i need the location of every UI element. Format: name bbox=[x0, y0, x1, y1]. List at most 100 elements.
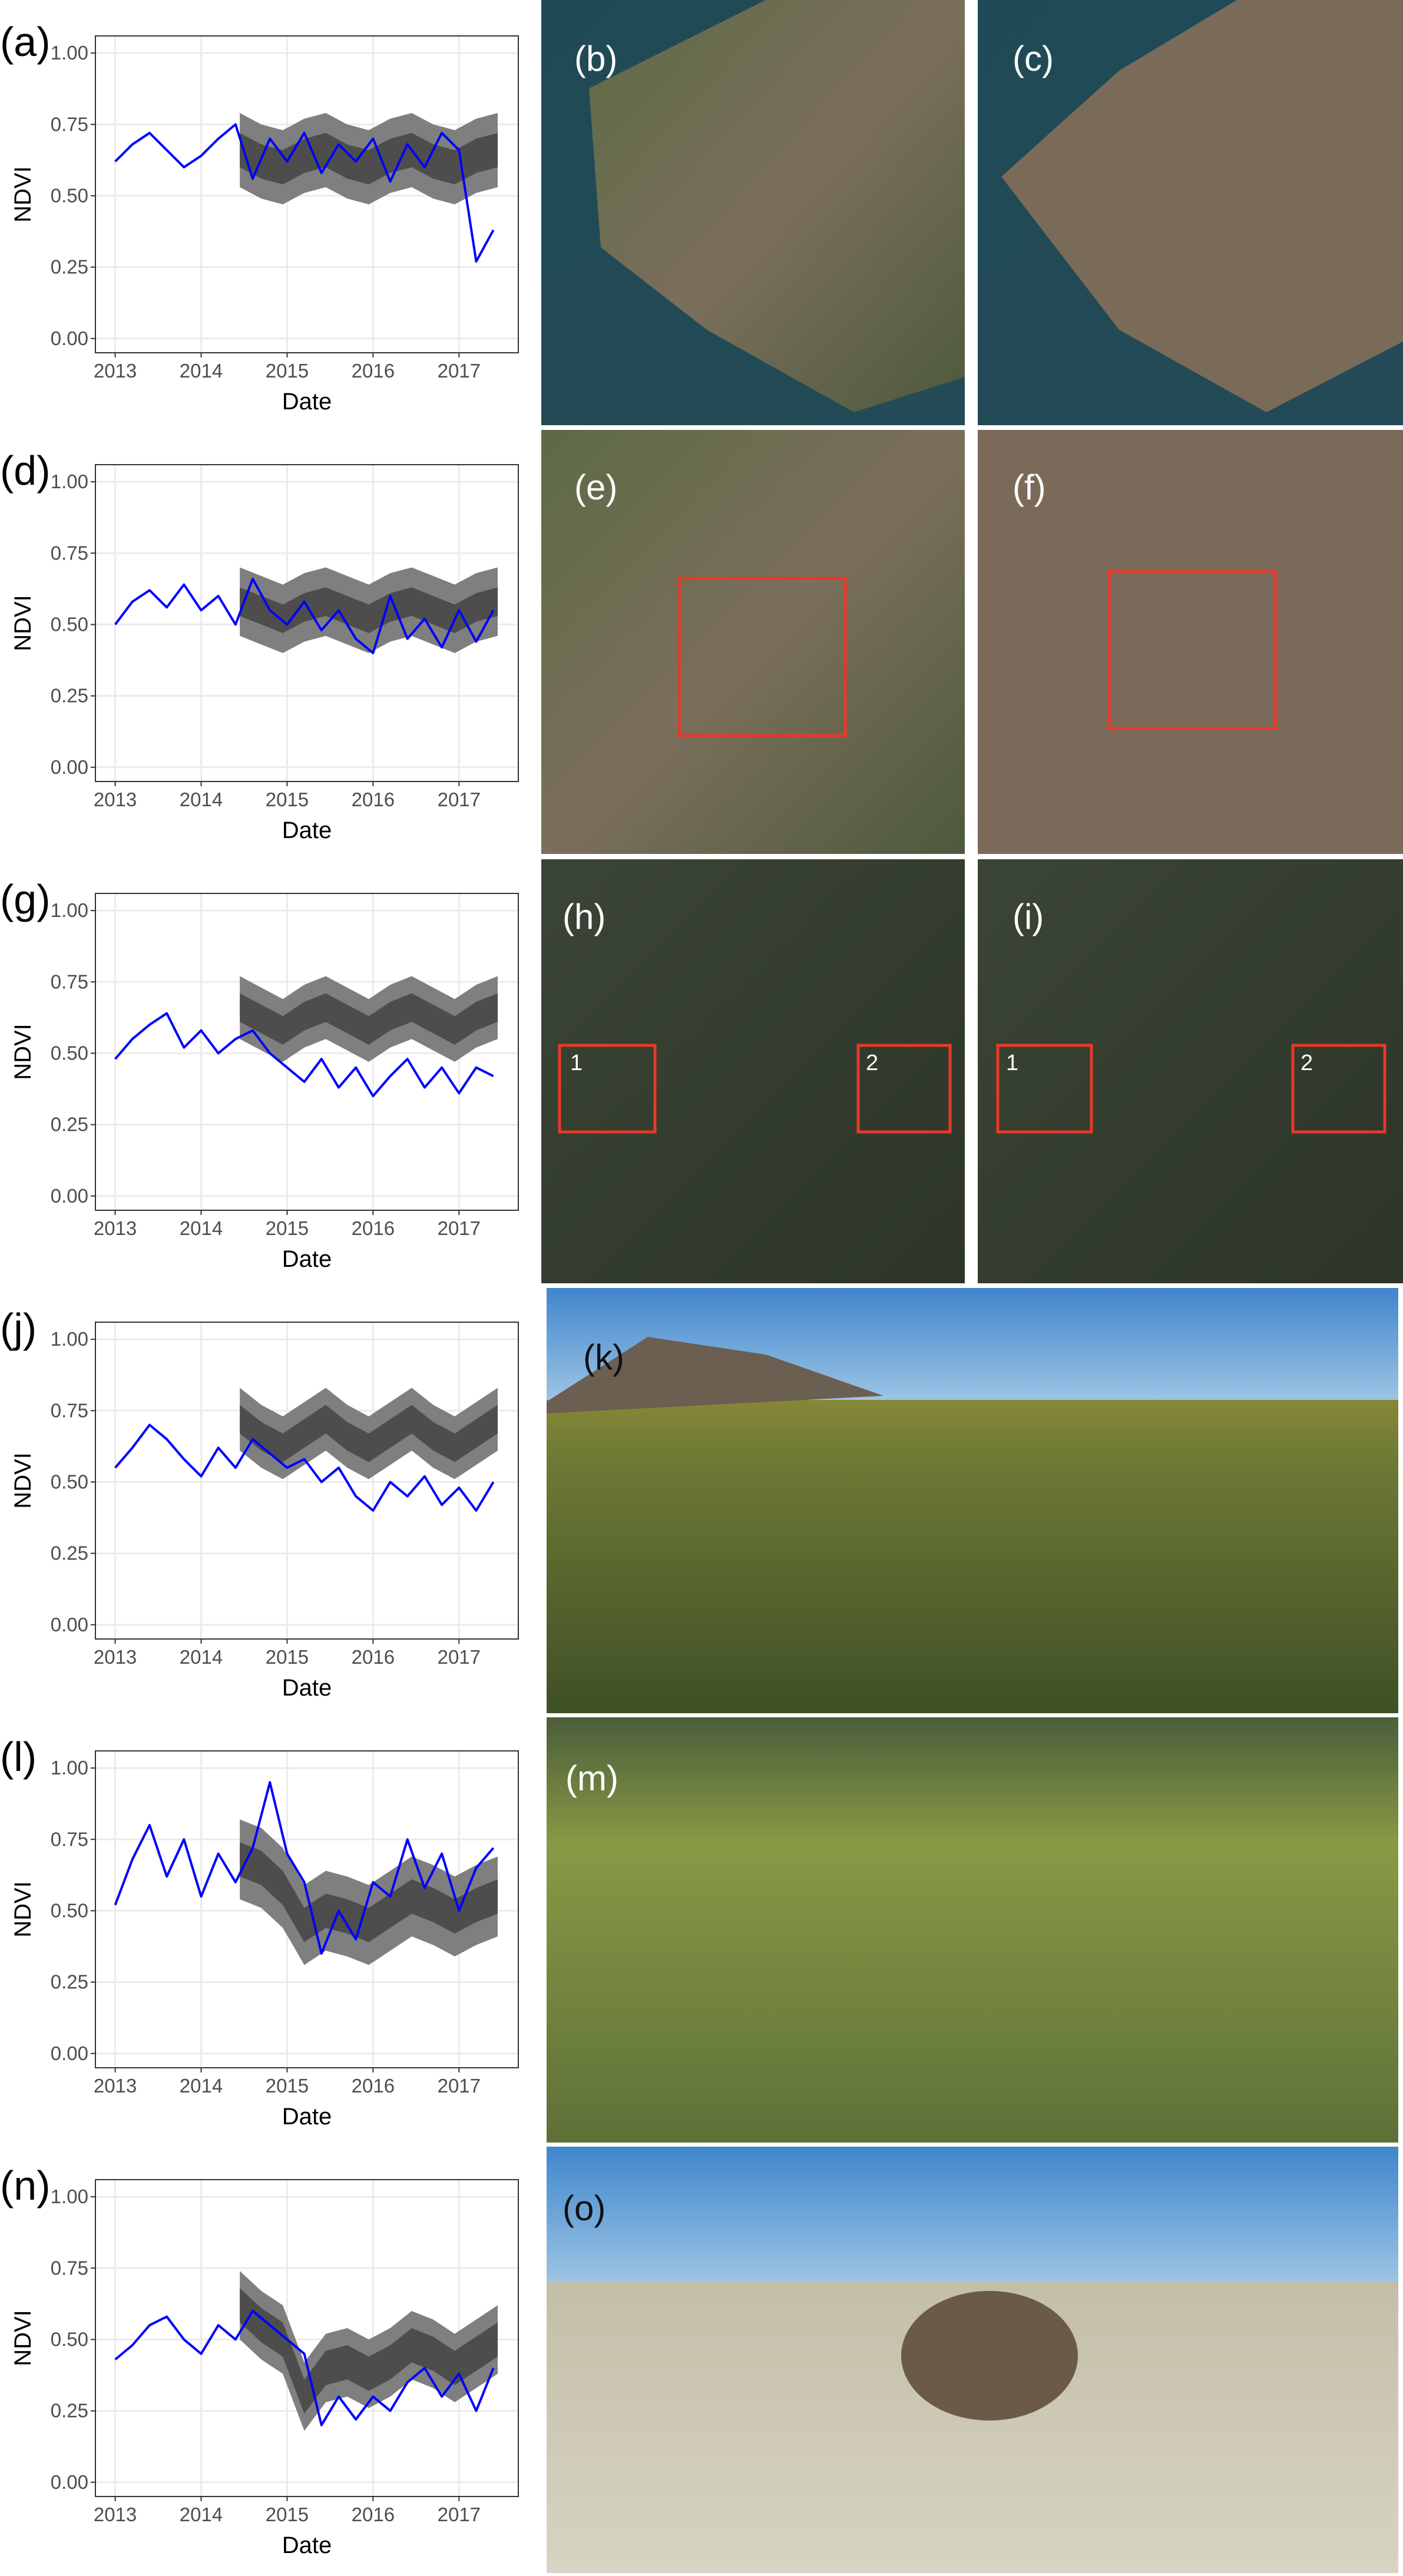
image-label: (f) bbox=[1012, 468, 1046, 507]
image-labels: (b) (c) (e) (f) (h) 1 2 (i) 1 2 (k) (m) … bbox=[562, 39, 1313, 2228]
image-label: (o) bbox=[562, 2188, 605, 2228]
image-label: (b) bbox=[574, 39, 617, 78]
x-tick-label: 2016 bbox=[352, 789, 395, 810]
x-tick-label: 2017 bbox=[438, 2075, 481, 2097]
x-axis-title: Date bbox=[282, 817, 332, 843]
y-tick-label: 0.00 bbox=[51, 2042, 88, 2064]
y-axis-title: NDVI bbox=[10, 1881, 36, 1938]
x-tick-label: 2016 bbox=[352, 2504, 395, 2525]
chart: 0.00 0.25 0.50 0.75 1.00 2013 2014 2015 2016 2017… bbox=[0, 1305, 519, 1701]
x-tick-label: 2014 bbox=[180, 1646, 223, 1668]
y-tick-label: 0.50 bbox=[51, 184, 88, 206]
image-label: (m) bbox=[565, 1759, 618, 1798]
y-tick-label: 1.00 bbox=[51, 1328, 88, 1350]
panel-label: (j) bbox=[0, 1305, 37, 1351]
ndvi-line bbox=[114, 1423, 495, 1512]
y-tick-label: 1.00 bbox=[51, 2186, 88, 2207]
x-tick-label: 2016 bbox=[352, 360, 395, 382]
y-tick-label: 0.25 bbox=[51, 1114, 88, 1135]
x-tick-label: 2017 bbox=[438, 1217, 481, 1239]
images bbox=[541, 0, 1403, 2573]
x-tick-label: 2013 bbox=[94, 1646, 137, 1668]
y-tick-label: 0.00 bbox=[51, 327, 88, 349]
x-axis-title: Date bbox=[282, 1246, 332, 1272]
box-label: 1 bbox=[570, 1051, 583, 1075]
y-tick-label: 0.25 bbox=[51, 256, 88, 278]
y-tick-label: 0.00 bbox=[51, 1614, 88, 1635]
plot-border bbox=[95, 1322, 519, 1640]
image-f bbox=[978, 430, 1403, 854]
y-tick-label: 0.25 bbox=[51, 1542, 88, 1564]
box-label: 1 bbox=[1006, 1051, 1018, 1075]
x-tick-label: 2015 bbox=[266, 2504, 309, 2525]
x-tick-label: 2015 bbox=[266, 1217, 309, 1239]
y-axis-title: NDVI bbox=[10, 166, 36, 223]
chart: 0.00 0.25 0.50 0.75 1.00 2013 2014 2015 2016 2017… bbox=[0, 448, 519, 843]
x-tick-label: 2015 bbox=[266, 1646, 309, 1668]
y-tick-label: 1.00 bbox=[51, 899, 88, 921]
y-tick-label: 0.50 bbox=[51, 1899, 88, 1921]
image-label: (e) bbox=[574, 468, 617, 507]
y-tick-label: 0.25 bbox=[51, 1971, 88, 1993]
x-tick-label: 2013 bbox=[94, 360, 137, 382]
x-tick-label: 2017 bbox=[438, 2504, 481, 2525]
y-tick-label: 0.00 bbox=[51, 2471, 88, 2493]
x-axis-title: Date bbox=[282, 2104, 332, 2130]
y-axis-title: NDVI bbox=[10, 2310, 36, 2366]
highlight-box bbox=[856, 1044, 952, 1134]
image-h bbox=[541, 859, 965, 1283]
y-tick-label: 0.50 bbox=[51, 1471, 88, 1492]
y-tick-label: 0.75 bbox=[51, 2257, 88, 2279]
plot-border bbox=[95, 464, 519, 782]
chart: 0.00 0.25 0.50 0.75 1.00 2013 2014 2015 2016 2017… bbox=[0, 876, 519, 1272]
x-tick-label: 2015 bbox=[266, 789, 309, 810]
highlight-box bbox=[1291, 1044, 1387, 1134]
y-axis-title: NDVI bbox=[10, 595, 36, 651]
image-m bbox=[547, 1717, 1398, 2143]
x-tick-label: 2013 bbox=[94, 1217, 137, 1239]
y-tick-label: 0.50 bbox=[51, 1042, 88, 1064]
ndvi-line bbox=[114, 1781, 495, 1955]
highlight-box bbox=[1107, 569, 1277, 730]
x-tick-label: 2015 bbox=[266, 360, 309, 382]
panel-label: (g) bbox=[0, 876, 51, 922]
y-tick-label: 0.75 bbox=[51, 1828, 88, 1850]
ndvi-line bbox=[114, 1012, 494, 1098]
y-tick-label: 0.75 bbox=[51, 1399, 88, 1421]
panel-label: (n) bbox=[0, 2163, 51, 2209]
y-axis-title: NDVI bbox=[10, 1452, 36, 1509]
prediction-band bbox=[240, 993, 498, 1045]
x-tick-label: 2014 bbox=[180, 360, 223, 382]
prediction-band bbox=[240, 1842, 498, 1942]
image-land bbox=[589, 0, 965, 412]
x-axis-title: Date bbox=[282, 1675, 332, 1701]
y-tick-label: 1.00 bbox=[51, 1757, 88, 1779]
x-tick-label: 2014 bbox=[180, 789, 223, 810]
x-tick-label: 2017 bbox=[438, 1646, 481, 1668]
plot-border bbox=[95, 1750, 519, 2068]
x-tick-label: 2013 bbox=[94, 789, 137, 810]
image-shrub bbox=[901, 2291, 1078, 2421]
y-tick-label: 0.75 bbox=[51, 971, 88, 992]
plot-border bbox=[95, 2179, 519, 2497]
x-tick-label: 2013 bbox=[94, 2504, 137, 2525]
y-tick-label: 0.50 bbox=[51, 2328, 88, 2350]
chart: 0.00 0.25 0.50 0.75 1.00 2013 2014 2015 2016 2017… bbox=[0, 19, 519, 415]
x-axis-title: Date bbox=[282, 389, 332, 415]
chart: 0.00 0.25 0.50 0.75 1.00 2013 2014 2015 2016 2017… bbox=[0, 1734, 519, 2130]
x-tick-label: 2016 bbox=[352, 1217, 395, 1239]
image-label: (h) bbox=[562, 897, 605, 936]
chart: 0.00 0.25 0.50 0.75 1.00 2013 2014 2015 2016 2017… bbox=[0, 2163, 519, 2558]
highlight-box bbox=[677, 577, 847, 737]
y-tick-label: 0.25 bbox=[51, 2400, 88, 2422]
highlight-box bbox=[996, 1044, 1093, 1134]
plot-border bbox=[95, 35, 519, 353]
y-tick-label: 1.00 bbox=[51, 42, 88, 64]
ndvi-line bbox=[114, 577, 495, 654]
y-tick-label: 0.50 bbox=[51, 613, 88, 635]
x-tick-label: 2014 bbox=[180, 2504, 223, 2525]
prediction-band bbox=[240, 133, 498, 185]
highlight-box bbox=[558, 1044, 657, 1134]
